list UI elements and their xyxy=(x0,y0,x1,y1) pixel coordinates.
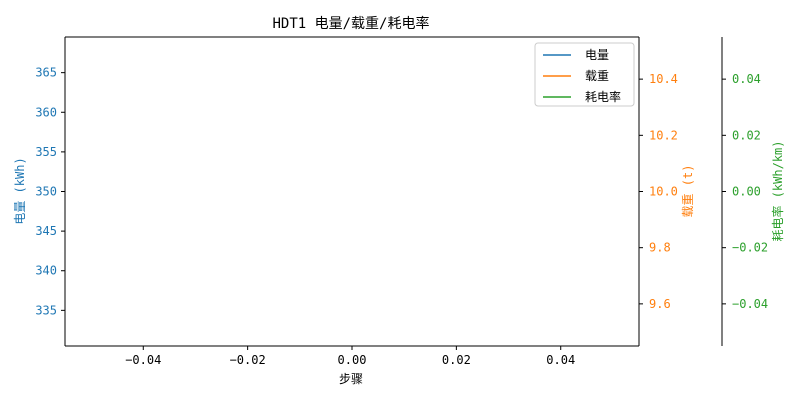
y-right-tick-label: 10.4 xyxy=(649,72,678,86)
y-left-tick-label: 350 xyxy=(35,185,57,199)
y-right-tick-label: 10.0 xyxy=(649,185,678,199)
y-left-tick-label: 355 xyxy=(35,145,57,159)
y-axis-far-right-label: 耗电率 (kWh/km) xyxy=(770,140,785,241)
x-tick-label: 0.00 xyxy=(338,353,367,367)
y-right-tick-label: 9.6 xyxy=(649,297,671,311)
y-left-tick-label: 335 xyxy=(35,303,57,317)
legend-box xyxy=(534,42,635,107)
legend-label: 耗电率 xyxy=(585,89,621,104)
y-right-tick-label: 9.8 xyxy=(649,241,671,255)
y-right-tick-label: 10.2 xyxy=(649,128,678,142)
y-far-right-tick-label: 0.04 xyxy=(732,72,761,86)
x-axis-label: 步骤 xyxy=(339,372,363,386)
y-axis-left-label: 电量 (kWh) xyxy=(13,157,27,224)
x-tick-label: 0.02 xyxy=(442,353,471,367)
chart-title: HDT1 电量/载重/耗电率 xyxy=(272,15,429,32)
x-axis-ticks: −0.04 −0.02 0.00 0.02 0.04 xyxy=(125,346,575,367)
y-left-tick-label: 345 xyxy=(35,224,57,238)
y-axis-far-right-ticks: −0.04 −0.02 0.00 0.02 0.04 xyxy=(722,72,768,311)
y-left-tick-label: 340 xyxy=(35,264,57,278)
y-axis-right-ticks: 9.6 9.8 10.0 10.2 10.4 xyxy=(639,72,678,311)
x-tick-label: −0.04 xyxy=(125,353,161,367)
legend-label: 载重 xyxy=(585,69,609,83)
y-axis-left-ticks: 335 340 345 350 355 360 365 xyxy=(35,66,65,317)
y-far-right-tick-label: 0.00 xyxy=(732,185,761,199)
y-left-tick-label: 360 xyxy=(35,105,57,119)
y-far-right-tick-label: −0.02 xyxy=(732,241,768,255)
legend-label: 电量 xyxy=(585,48,609,62)
y-left-tick-label: 365 xyxy=(35,66,57,80)
x-tick-label: −0.02 xyxy=(230,353,266,367)
y-axis-right-label: 载重 (t) xyxy=(681,165,695,218)
y-far-right-tick-label: 0.02 xyxy=(732,128,761,142)
y-far-right-tick-label: −0.04 xyxy=(732,297,768,311)
x-tick-label: 0.04 xyxy=(546,353,575,367)
